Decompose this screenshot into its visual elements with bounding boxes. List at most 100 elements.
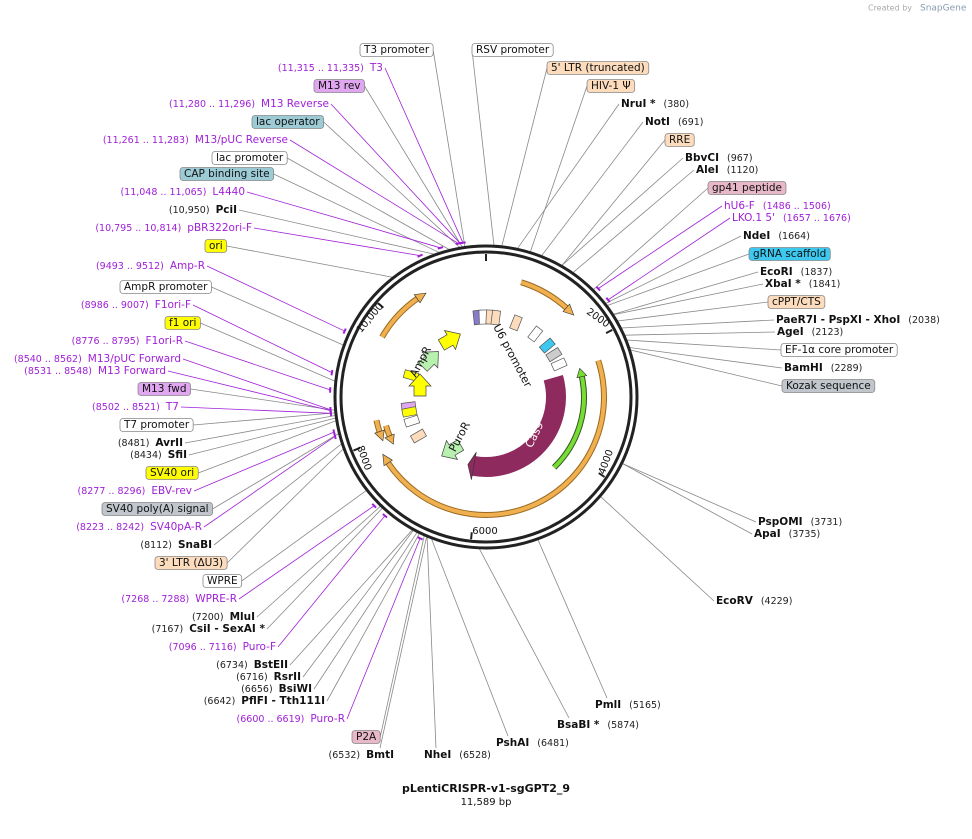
enzyme-label-name: SnaBI: [178, 539, 212, 551]
primer-label-position: (8531 .. 8548): [24, 366, 92, 377]
leader-line: [530, 85, 588, 252]
leader-line: [200, 322, 335, 382]
leader-line: [384, 67, 464, 243]
arrow-head: [382, 453, 393, 467]
enzyme-label-name: NdeI: [743, 230, 770, 242]
primer-label-name: Puro-R: [310, 713, 345, 725]
arrow-head: [374, 429, 385, 442]
map-length: 11,589 bp: [461, 797, 512, 808]
leader-line: [211, 286, 344, 346]
leader-line: [471, 49, 495, 246]
feature-block: [490, 309, 501, 326]
enzyme-label-name: AgeI: [777, 326, 804, 338]
leader-line: [246, 191, 441, 249]
feature-label-box: [145, 466, 199, 480]
orf-arc: [380, 297, 419, 339]
feature-label: cPPT/CTS: [772, 296, 821, 308]
primer-site: [382, 513, 388, 519]
feature-label-box: [664, 133, 695, 147]
enzyme-label-position: (2038): [908, 315, 940, 326]
feature-block: [409, 428, 427, 444]
leader-line: [193, 431, 335, 492]
enzyme-label-name: MluI: [230, 611, 255, 623]
primer-label: (8223 .. 8242) SV40pA-R: [76, 521, 202, 533]
primer-label-position: (8223 .. 8242): [76, 522, 144, 533]
feature-block: [545, 347, 563, 363]
primer-label-position: (1657 .. 1676): [783, 213, 851, 224]
primer-site: [417, 536, 423, 541]
enzyme-label: BsaBI * (5874): [557, 719, 639, 731]
feature-label: RRE: [669, 134, 690, 146]
feature-label-box: [101, 502, 213, 516]
credit-brand: SnapGene: [920, 4, 967, 14]
leader-line: [289, 529, 413, 666]
leader-line: [597, 205, 723, 289]
enzyme-label-name: NruI *: [621, 98, 656, 110]
enzyme-label-position: (1664): [778, 231, 810, 242]
leader-line: [184, 340, 331, 391]
leader-line: [622, 463, 757, 523]
feature-label: P2A: [356, 731, 377, 743]
primer-label: (11,261 .. 11,283) M13/pUC Reverse: [103, 134, 288, 146]
primer-site: [437, 246, 444, 250]
primer-label-position: (1486 .. 1506): [763, 201, 831, 212]
enzyme-label-name: ApaI: [754, 528, 781, 540]
enzyme-label-position: (8112): [140, 540, 172, 551]
feature-label: WPRE: [207, 575, 238, 587]
enzyme-label: (8112) SnaBI: [140, 539, 212, 551]
enzyme-label: BamHI (2289): [784, 362, 862, 374]
enzyme-label-name: BsaBI *: [557, 719, 600, 731]
leader-line: [190, 388, 335, 411]
enzyme-label-name: BamHI: [784, 362, 823, 374]
enzyme-label-position: (6734): [216, 660, 248, 671]
enzyme-label: PshAI (6481): [496, 737, 569, 749]
feature-block: [401, 406, 418, 418]
enzyme-label: ApaI (3735): [754, 528, 820, 540]
leader-line: [379, 535, 425, 738]
orf-arc: [386, 359, 606, 517]
marker-arc: [552, 376, 586, 469]
primer-label-name: M13/pUC Reverse: [195, 134, 288, 146]
enzyme-label-position: (1120): [727, 165, 759, 176]
primer-label-position: (7268 .. 7288): [121, 594, 189, 605]
leader-line: [600, 496, 715, 602]
enzyme-label-name: PaeR7I - PspXI - XhoI: [776, 314, 900, 326]
feature-arrow: [418, 351, 439, 372]
orf-arc: [520, 280, 568, 310]
enzyme-label-position: (4229): [761, 596, 793, 607]
enzyme-label-position: (3731): [811, 517, 843, 528]
leader-line: [622, 463, 753, 535]
primer-label-position: (9493 .. 9512): [96, 261, 164, 272]
leader-line: [626, 339, 782, 351]
leader-line: [256, 506, 381, 618]
leader-line: [323, 121, 460, 248]
feature-label-box: [359, 43, 434, 57]
enzyme-label-name: PflFI - Tth111I: [241, 695, 325, 707]
primer-label-name: L4440: [212, 186, 245, 198]
leader-line: [346, 538, 421, 720]
leader-lines: [167, 49, 783, 749]
enzyme-label-name: PmlI: [595, 699, 621, 711]
feature-label-box: [780, 343, 898, 357]
feature-arrow: [437, 329, 461, 351]
primer-label-name: M13 Reverse: [261, 98, 329, 110]
feature-label-box: [351, 730, 381, 744]
arrow-head: [384, 433, 395, 445]
leader-line: [561, 157, 684, 266]
feature-label: SV40 ori: [150, 467, 194, 479]
primer-site: [329, 410, 333, 417]
enzyme-label-position: (7167): [152, 624, 184, 635]
enzyme-label-name: XbaI *: [765, 278, 801, 290]
feature-label-box: [781, 379, 876, 393]
enzyme-label-name: PciI: [216, 204, 237, 216]
leader-line: [541, 121, 644, 256]
feature-block: [403, 414, 421, 428]
enzyme-label-position: (8481): [118, 438, 150, 449]
primer-label-position: (8776 .. 8795): [72, 336, 140, 347]
ring-tick-label: 4000: [597, 448, 616, 476]
enzyme-label: NheI (6528): [424, 749, 491, 761]
enzyme-label-position: (6532): [329, 750, 361, 761]
leader-line: [241, 490, 367, 582]
